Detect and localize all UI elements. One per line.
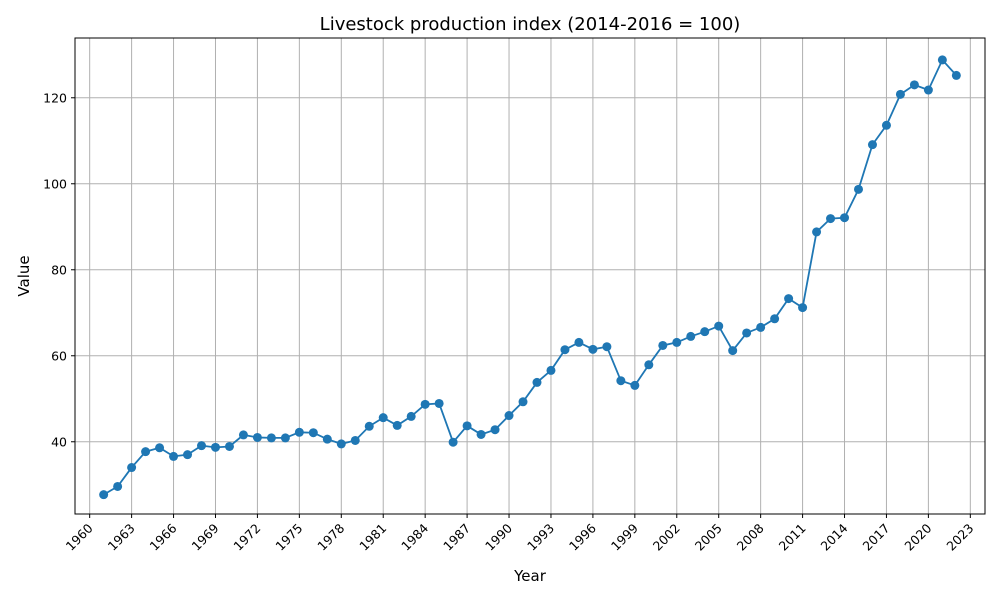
x-tick-label: 1981 xyxy=(356,521,389,554)
data-point xyxy=(364,421,374,431)
data-point xyxy=(434,398,444,408)
data-point xyxy=(280,433,290,443)
data-point xyxy=(588,344,598,354)
data-point xyxy=(99,490,109,500)
data-point xyxy=(756,322,766,332)
data-point xyxy=(686,331,696,341)
data-point xyxy=(490,425,500,435)
data-point xyxy=(476,429,486,439)
data-point xyxy=(378,413,388,423)
x-tick-label: 1966 xyxy=(147,520,180,553)
data-point xyxy=(812,227,822,237)
x-tick-label: 2008 xyxy=(734,520,767,553)
data-point xyxy=(224,441,234,451)
data-point xyxy=(252,432,262,442)
x-tick-label: 1963 xyxy=(105,521,138,554)
data-point xyxy=(728,346,738,356)
x-tick-label: 1969 xyxy=(189,520,222,553)
data-point xyxy=(183,450,193,460)
data-point xyxy=(113,481,123,491)
data-point xyxy=(294,427,304,437)
data-point xyxy=(672,337,682,347)
x-tick-label: 2014 xyxy=(818,520,851,553)
data-point xyxy=(504,411,514,421)
data-point xyxy=(937,55,947,65)
data-point xyxy=(616,376,626,386)
plot-frame xyxy=(74,37,986,515)
y-tick-label: 80 xyxy=(51,262,67,277)
x-tick-label: 1996 xyxy=(566,520,599,553)
data-point xyxy=(462,421,472,431)
data-point xyxy=(602,342,612,352)
data-point xyxy=(714,321,724,331)
data-point xyxy=(336,439,346,449)
data-point xyxy=(770,314,780,324)
y-axis-ticks: 40 60 80 100 120 xyxy=(43,90,75,449)
data-point xyxy=(895,89,905,99)
data-point xyxy=(532,377,542,387)
data-point xyxy=(840,213,850,223)
data-point xyxy=(238,430,248,440)
x-tick-label: 1999 xyxy=(608,520,641,553)
data-point xyxy=(826,214,836,224)
series-line xyxy=(103,58,958,496)
data-point xyxy=(881,120,891,130)
data-point xyxy=(155,443,165,453)
data-point xyxy=(197,441,207,451)
data-point xyxy=(630,380,640,390)
data-point xyxy=(742,328,752,338)
data-point xyxy=(266,433,276,443)
data-point xyxy=(951,70,961,80)
data-point xyxy=(322,434,332,444)
x-tick-label: 2020 xyxy=(901,520,934,553)
data-point xyxy=(909,80,919,90)
data-point xyxy=(406,411,416,421)
data-point xyxy=(644,360,654,370)
data-point xyxy=(308,428,318,438)
y-tick-label: 120 xyxy=(43,90,67,105)
x-tick-label: 1990 xyxy=(482,520,515,553)
data-point xyxy=(518,397,528,407)
chart-title: Livestock production index (2014-2016 = … xyxy=(320,14,741,35)
data-point xyxy=(700,327,710,337)
data-series xyxy=(99,55,961,500)
y-tick-label: 100 xyxy=(43,176,67,191)
grid xyxy=(75,38,985,514)
y-axis-label: Value xyxy=(15,255,33,296)
data-point xyxy=(392,420,402,430)
x-tick-label: 2011 xyxy=(776,521,809,554)
data-point xyxy=(574,337,584,347)
data-point xyxy=(350,435,360,445)
x-tick-label: 1984 xyxy=(398,520,431,553)
x-tick-label: 1987 xyxy=(440,521,473,554)
y-tick-label: 40 xyxy=(51,434,67,449)
x-axis-ticks: 1960 1963 1966 1969 1972 1975 1978 1981 1984 1987… xyxy=(63,514,976,554)
data-point xyxy=(420,399,430,409)
y-tick-label: 60 xyxy=(51,348,67,363)
data-point xyxy=(546,365,556,375)
data-point xyxy=(784,294,794,304)
data-point xyxy=(560,345,570,355)
data-point xyxy=(141,447,151,457)
data-point xyxy=(798,303,808,313)
x-tick-label: 1960 xyxy=(63,520,96,553)
data-point xyxy=(127,463,137,473)
x-tick-label: 1978 xyxy=(314,520,347,553)
data-point xyxy=(658,340,668,350)
x-tick-label: 1975 xyxy=(272,521,305,554)
x-tick-label: 2005 xyxy=(692,521,725,554)
data-point xyxy=(448,437,458,447)
data-point xyxy=(853,184,863,194)
data-point xyxy=(169,451,179,461)
x-tick-label: 2023 xyxy=(943,521,976,554)
data-point xyxy=(867,140,877,150)
data-point xyxy=(210,442,220,452)
data-point xyxy=(923,85,933,95)
x-tick-label: 1972 xyxy=(230,521,263,554)
x-axis-label: Year xyxy=(513,567,547,585)
x-tick-label: 2017 xyxy=(859,521,892,554)
x-tick-label: 1993 xyxy=(524,521,557,554)
x-tick-label: 2002 xyxy=(650,521,683,554)
